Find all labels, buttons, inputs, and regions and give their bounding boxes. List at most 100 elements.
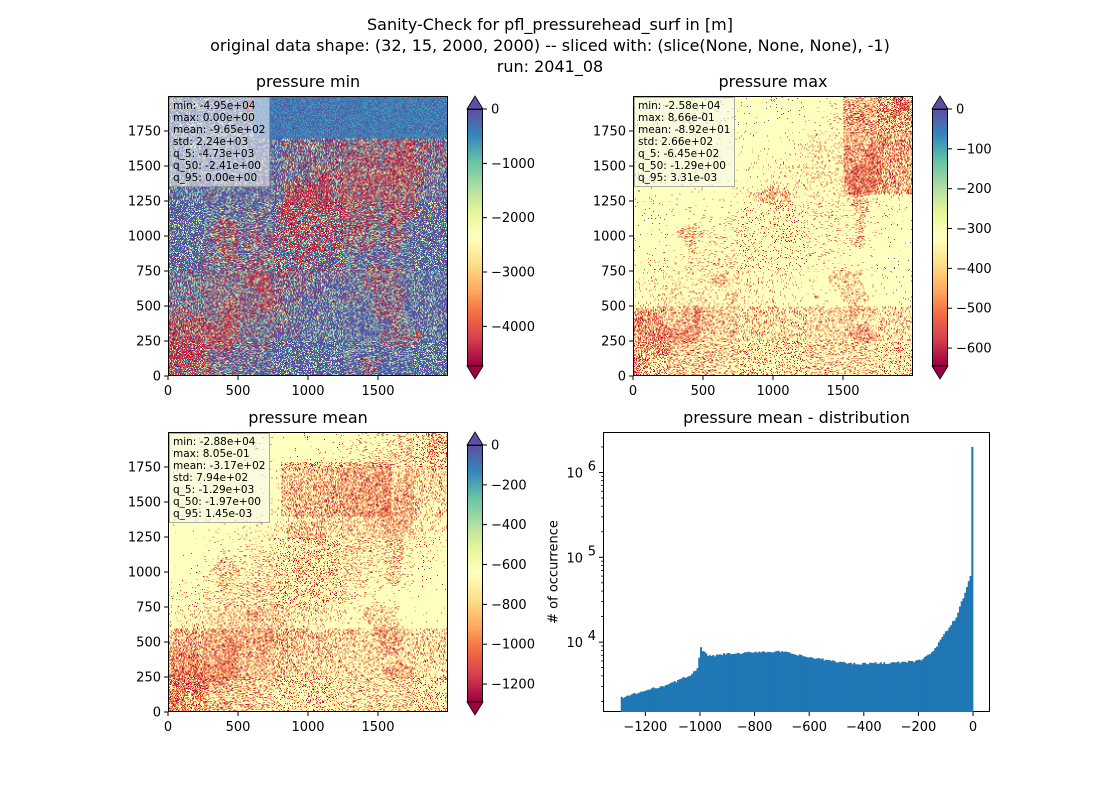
histogram-bar [844, 662, 847, 712]
x-tick-label: 1000 [291, 384, 324, 399]
x-tick-label: 500 [226, 720, 251, 735]
histogram-bar [929, 654, 932, 712]
histogram-bar [969, 575, 972, 712]
histogram-bar [744, 652, 747, 712]
histogram-bar [811, 657, 814, 712]
colorbar-extend-bottom [466, 365, 484, 380]
histogram-bar [643, 691, 646, 712]
histogram-bar [705, 653, 708, 712]
histogram-bar [800, 655, 803, 712]
histogram-bar [860, 664, 863, 712]
histogram-bar [930, 652, 933, 712]
stat-line: mean: -8.92e+01 [638, 124, 731, 136]
colorbar-tick-label: −2000 [491, 211, 535, 226]
histogram-bar [803, 656, 807, 712]
histogram-bar [936, 646, 939, 712]
y-tick-label: 1250 [128, 531, 161, 546]
histogram-bar [634, 693, 637, 712]
colorbar-tick-label: −3000 [491, 266, 535, 281]
histogram-bar [879, 662, 882, 712]
histogram-bar [638, 692, 641, 712]
histogram-bar [911, 661, 914, 712]
histogram-bar [650, 688, 653, 712]
y-tick-exponent: 5 [588, 544, 596, 559]
y-tick-label: 500 [136, 636, 161, 651]
histogram-bar [921, 659, 925, 712]
histogram-bar [943, 634, 946, 712]
histogram-bar [786, 652, 789, 712]
histogram-bar [876, 663, 879, 712]
histogram-bar [685, 677, 688, 712]
histogram-bar [962, 598, 965, 712]
stat-line: q_95: 0.00e+00 [173, 172, 258, 184]
stat-line: q_5: -1.29e+03 [173, 484, 255, 496]
x-tick-label: 1000 [756, 384, 789, 399]
stat-line: max: 0.00e+00 [173, 112, 255, 124]
histogram-bar [953, 620, 956, 712]
histogram-bar [759, 652, 762, 712]
histogram-bar [886, 663, 889, 712]
histogram-bar [678, 679, 681, 712]
histogram-bar [846, 663, 849, 712]
histogram-bar [828, 660, 831, 712]
stats-box-max: min: -2.58e+04 max: 8.66e-01 mean: -8.92e+… [634, 97, 736, 187]
histogram-bar [819, 658, 822, 712]
histogram-bar [807, 657, 810, 712]
histogram-bar [737, 652, 740, 712]
histogram-bar [925, 655, 928, 712]
colorbar-max [932, 109, 948, 366]
y-tick-label: 1250 [593, 195, 626, 210]
y-tick-label: 750 [136, 265, 161, 280]
y-tick-label: 1750 [128, 125, 161, 140]
figure-title-line2: original data shape: (32, 15, 2000, 2000… [210, 36, 890, 55]
y-tick-label: 1000 [128, 230, 161, 245]
y-tick-label: 750 [601, 265, 626, 280]
x-tick-label: −1200 [623, 720, 667, 735]
histogram-bar [682, 677, 685, 712]
y-tick-exponent: 4 [588, 629, 596, 644]
histogram-bar [640, 691, 643, 712]
histogram-bar [694, 670, 697, 712]
histogram-bar [647, 689, 650, 712]
colorbar-tick-label: −1000 [491, 638, 535, 653]
panel-max-title: pressure max [718, 72, 828, 91]
histogram-bar [881, 664, 884, 712]
histogram-bar [944, 631, 947, 712]
histogram-bar [865, 663, 868, 712]
y-tick-label: 10 [566, 466, 583, 481]
stat-line: max: 8.66e-01 [638, 112, 715, 124]
histogram-bar [877, 663, 881, 712]
histogram-bar [719, 654, 722, 712]
y-tick-label: 0 [153, 370, 161, 385]
histogram-bar [777, 650, 780, 712]
colorbar-tick-label: −4000 [491, 320, 535, 335]
histogram-bar [673, 681, 676, 712]
histogram-bar [710, 655, 713, 712]
stat-line: q_95: 3.31e-03 [638, 172, 718, 184]
histogram-bar [722, 653, 725, 712]
stat-line: q_5: -4.73e+03 [173, 148, 255, 160]
histogram-bar [666, 684, 669, 712]
histogram-bar [738, 653, 741, 712]
histogram-bar [768, 651, 771, 712]
histogram-bar [779, 652, 782, 712]
histogram-bar [788, 652, 791, 712]
histogram-bar [825, 659, 828, 712]
histogram-bar [659, 686, 662, 712]
colorbar-tick-label: −800 [491, 598, 527, 613]
x-tick-label: 0 [629, 384, 637, 399]
y-tick-label: 1250 [128, 195, 161, 210]
colorbar-extend-top [466, 431, 484, 446]
histogram-bar [733, 653, 736, 712]
histogram-bar [920, 660, 923, 712]
histogram-bar [664, 685, 667, 712]
histogram-bar [934, 648, 937, 712]
x-tick-label: −1000 [678, 720, 722, 735]
stat-line: std: 7.94e+02 [173, 472, 249, 484]
x-tick-label: 1500 [826, 384, 859, 399]
histogram-bar [645, 690, 648, 712]
histogram-bar [941, 636, 944, 712]
y-tick-label: 10 [566, 551, 583, 566]
y-tick-label: 250 [136, 671, 161, 686]
histogram-bar [731, 653, 734, 712]
